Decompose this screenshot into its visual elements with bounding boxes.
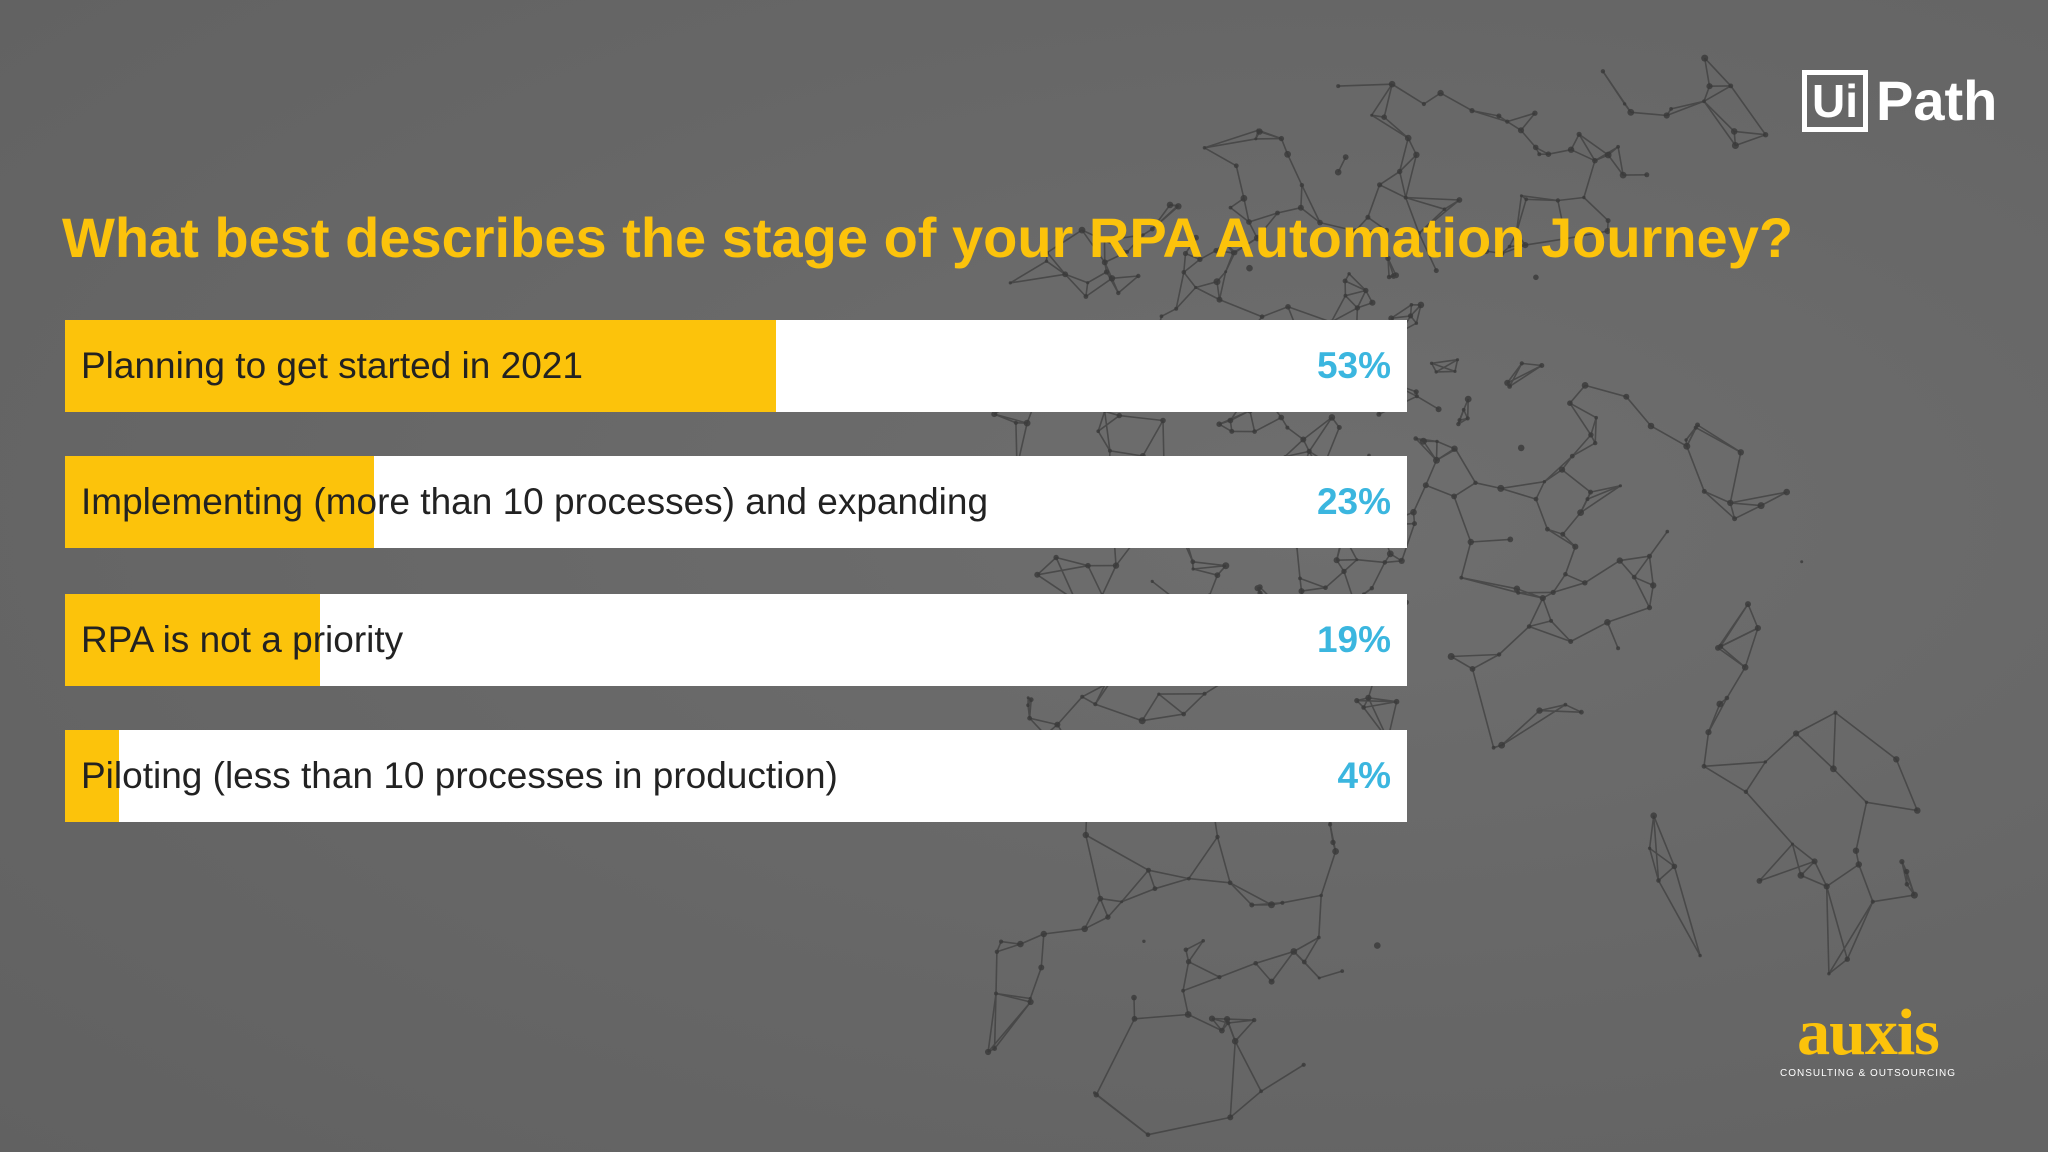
poll-option-bar	[65, 730, 119, 822]
poll-option-label: Piloting (less than 10 processes in prod…	[81, 755, 838, 796]
poll-option-value: 23%	[1316, 481, 1391, 522]
poll-option-label: Implementing (more than 10 processes) an…	[81, 481, 989, 522]
uipath-logo-box-text: Ui	[1812, 75, 1858, 127]
poll-option-bar	[65, 594, 320, 686]
poll-option-value: 19%	[1316, 619, 1391, 660]
poll-option-value: 4%	[1337, 755, 1391, 796]
auxis-logo-name: auxis	[1797, 996, 1940, 1069]
poll-option-bar	[65, 320, 777, 412]
poll-option-label: RPA is not a priority	[81, 619, 404, 660]
auxis-logo-tagline: CONSULTING & OUTSOURCING	[1779, 1068, 1957, 1079]
poll-option-row: Implementing (more than 10 processes) an…	[65, 456, 1407, 548]
slide-title: What best describes the stage of your RP…	[62, 206, 1794, 269]
auxis-logo: auxis CONSULTING & OUTSOURCING	[1778, 996, 1958, 1080]
uipath-logo-word: Path	[1876, 69, 1998, 132]
uipath-logo: Ui Path	[1802, 66, 1997, 136]
poll-option-row: RPA is not a priority 19%	[65, 594, 1407, 686]
poll-option-row: Piloting (less than 10 processes in prod…	[65, 730, 1407, 822]
uipath-logo-box: Ui	[1802, 70, 1868, 132]
poll-option-label: Planning to get started in 2021	[81, 345, 583, 386]
poll-option-value: 53%	[1316, 345, 1391, 386]
poll-option-bar	[65, 456, 374, 548]
poll-option-row: Planning to get started in 2021 53%	[65, 320, 1407, 412]
